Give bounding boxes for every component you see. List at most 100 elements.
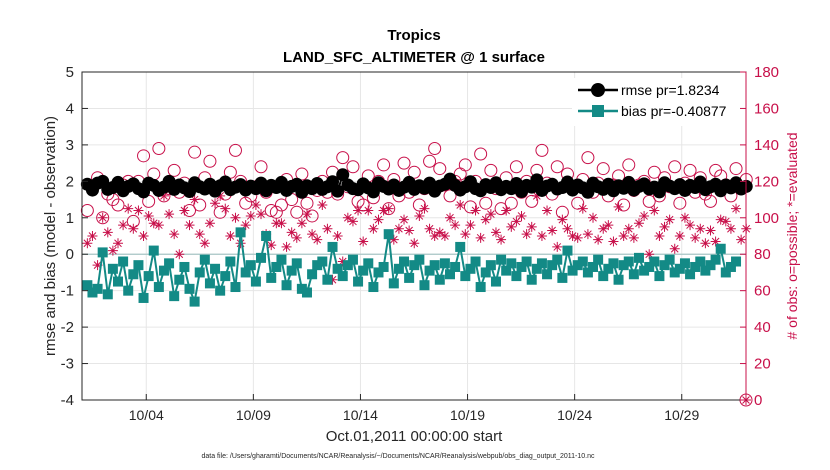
possible-point: [525, 194, 539, 208]
evaluated-point: [490, 227, 501, 238]
evaluated-point: [378, 205, 389, 216]
y-axis-label-left: rmse and bias (model - observation): [42, 116, 59, 356]
legend-bias-label: bias pr=-0.40877: [621, 103, 727, 119]
evaluated-point: [332, 231, 343, 241]
evaluated-point: [363, 205, 374, 216]
bias-point: [210, 263, 221, 274]
possible-point: [729, 162, 743, 176]
bias-point: [480, 267, 491, 278]
bias-point: [128, 269, 139, 280]
possible-point: [673, 196, 687, 210]
x-tick-label: 10/24: [557, 407, 592, 423]
evaluated-point: [358, 236, 369, 247]
bias-point: [404, 272, 415, 283]
possible-point: [668, 160, 682, 174]
possible-point: [137, 149, 151, 163]
bias-point: [266, 272, 277, 283]
evaluated-point: [608, 236, 619, 247]
evaluated-point: [250, 200, 261, 211]
bias-point: [470, 256, 481, 267]
evaluated-point: [685, 220, 696, 231]
bias-point: [164, 258, 175, 269]
evaluated-point: [695, 223, 706, 234]
evaluated-point: [256, 209, 267, 220]
bias-point: [158, 265, 169, 276]
evaluated-point: [700, 238, 711, 249]
bias-point: [373, 267, 384, 278]
evaluated-point: [133, 205, 144, 216]
evaluated-point: [235, 238, 246, 249]
bias-point: [475, 282, 486, 293]
evaluated-point: [705, 225, 716, 236]
evaluated-point: [593, 234, 604, 245]
possible-point: [203, 154, 217, 168]
rmse-point: [336, 168, 350, 182]
evaluated-point: [118, 220, 129, 231]
evaluated-point: [710, 236, 721, 247]
possible-point: [254, 160, 268, 174]
bias-point: [710, 254, 721, 265]
bias-point: [669, 267, 680, 278]
bias-point: [225, 256, 236, 267]
bias-point: [572, 260, 583, 271]
evaluated-point: [174, 249, 185, 260]
evaluated-point: [582, 229, 593, 240]
bias-point: [307, 269, 318, 280]
possible-point: [397, 156, 411, 170]
bias-point: [725, 261, 736, 272]
evaluated-point: [516, 210, 527, 221]
evaluated-point: [572, 232, 583, 243]
evaluated-point: [496, 234, 507, 245]
possible-point: [617, 198, 631, 212]
evaluated-point: [536, 231, 547, 241]
bias-point: [368, 282, 379, 293]
legend-rmse-label: rmse pr=1.8234: [621, 82, 720, 98]
possible-point: [152, 142, 166, 156]
evaluated-point: [562, 223, 573, 234]
evaluated-point: [531, 190, 542, 201]
chart-subtitle: LAND_SFC_ALTIMETER @ 1 surface: [283, 49, 545, 66]
evaluated-point: [97, 212, 108, 223]
evaluated-point: [393, 223, 404, 234]
y-tick-label-left: 1: [66, 210, 74, 227]
evaluated-point: [128, 223, 139, 234]
evaluated-point: [194, 229, 205, 240]
evaluated-point: [240, 220, 251, 231]
bias-point: [414, 254, 425, 265]
bias-point: [649, 256, 660, 267]
y-tick-label-left: 5: [66, 64, 74, 81]
evaluated-point: [659, 221, 670, 232]
evaluated-point: [148, 218, 159, 229]
possible-point: [356, 198, 370, 212]
possible-point: [479, 196, 493, 210]
y-tick-label-left: 4: [66, 100, 74, 117]
bias-point: [450, 261, 461, 272]
data-file-footer: data file: /Users/gharamti/Documents/NCA…: [201, 453, 595, 460]
evaluated-point: [445, 212, 456, 223]
bias-point: [107, 263, 118, 274]
evaluated-point: [485, 209, 496, 220]
evaluated-point: [409, 238, 420, 249]
bias-point: [465, 263, 476, 274]
bias-point: [271, 261, 282, 272]
evaluated-point: [674, 231, 685, 241]
possible-point: [443, 189, 457, 203]
evaluated-point: [511, 216, 522, 227]
chart-title: Tropics: [387, 27, 440, 44]
evaluated-point: [138, 231, 149, 241]
series-bias: [82, 227, 742, 307]
evaluated-point: [184, 220, 195, 231]
evaluated-point: [455, 200, 466, 211]
bias-point: [194, 267, 205, 278]
bias-point: [434, 274, 445, 285]
bias-point: [562, 245, 573, 256]
evaluated-point: [618, 231, 629, 241]
bias-point: [153, 282, 164, 293]
y-tick-label-right: 100: [754, 210, 779, 227]
evaluated-point: [102, 227, 113, 238]
possible-point: [213, 205, 227, 219]
bias-point: [322, 274, 333, 285]
evaluated-point: [623, 223, 634, 234]
evaluated-point: [577, 203, 588, 214]
